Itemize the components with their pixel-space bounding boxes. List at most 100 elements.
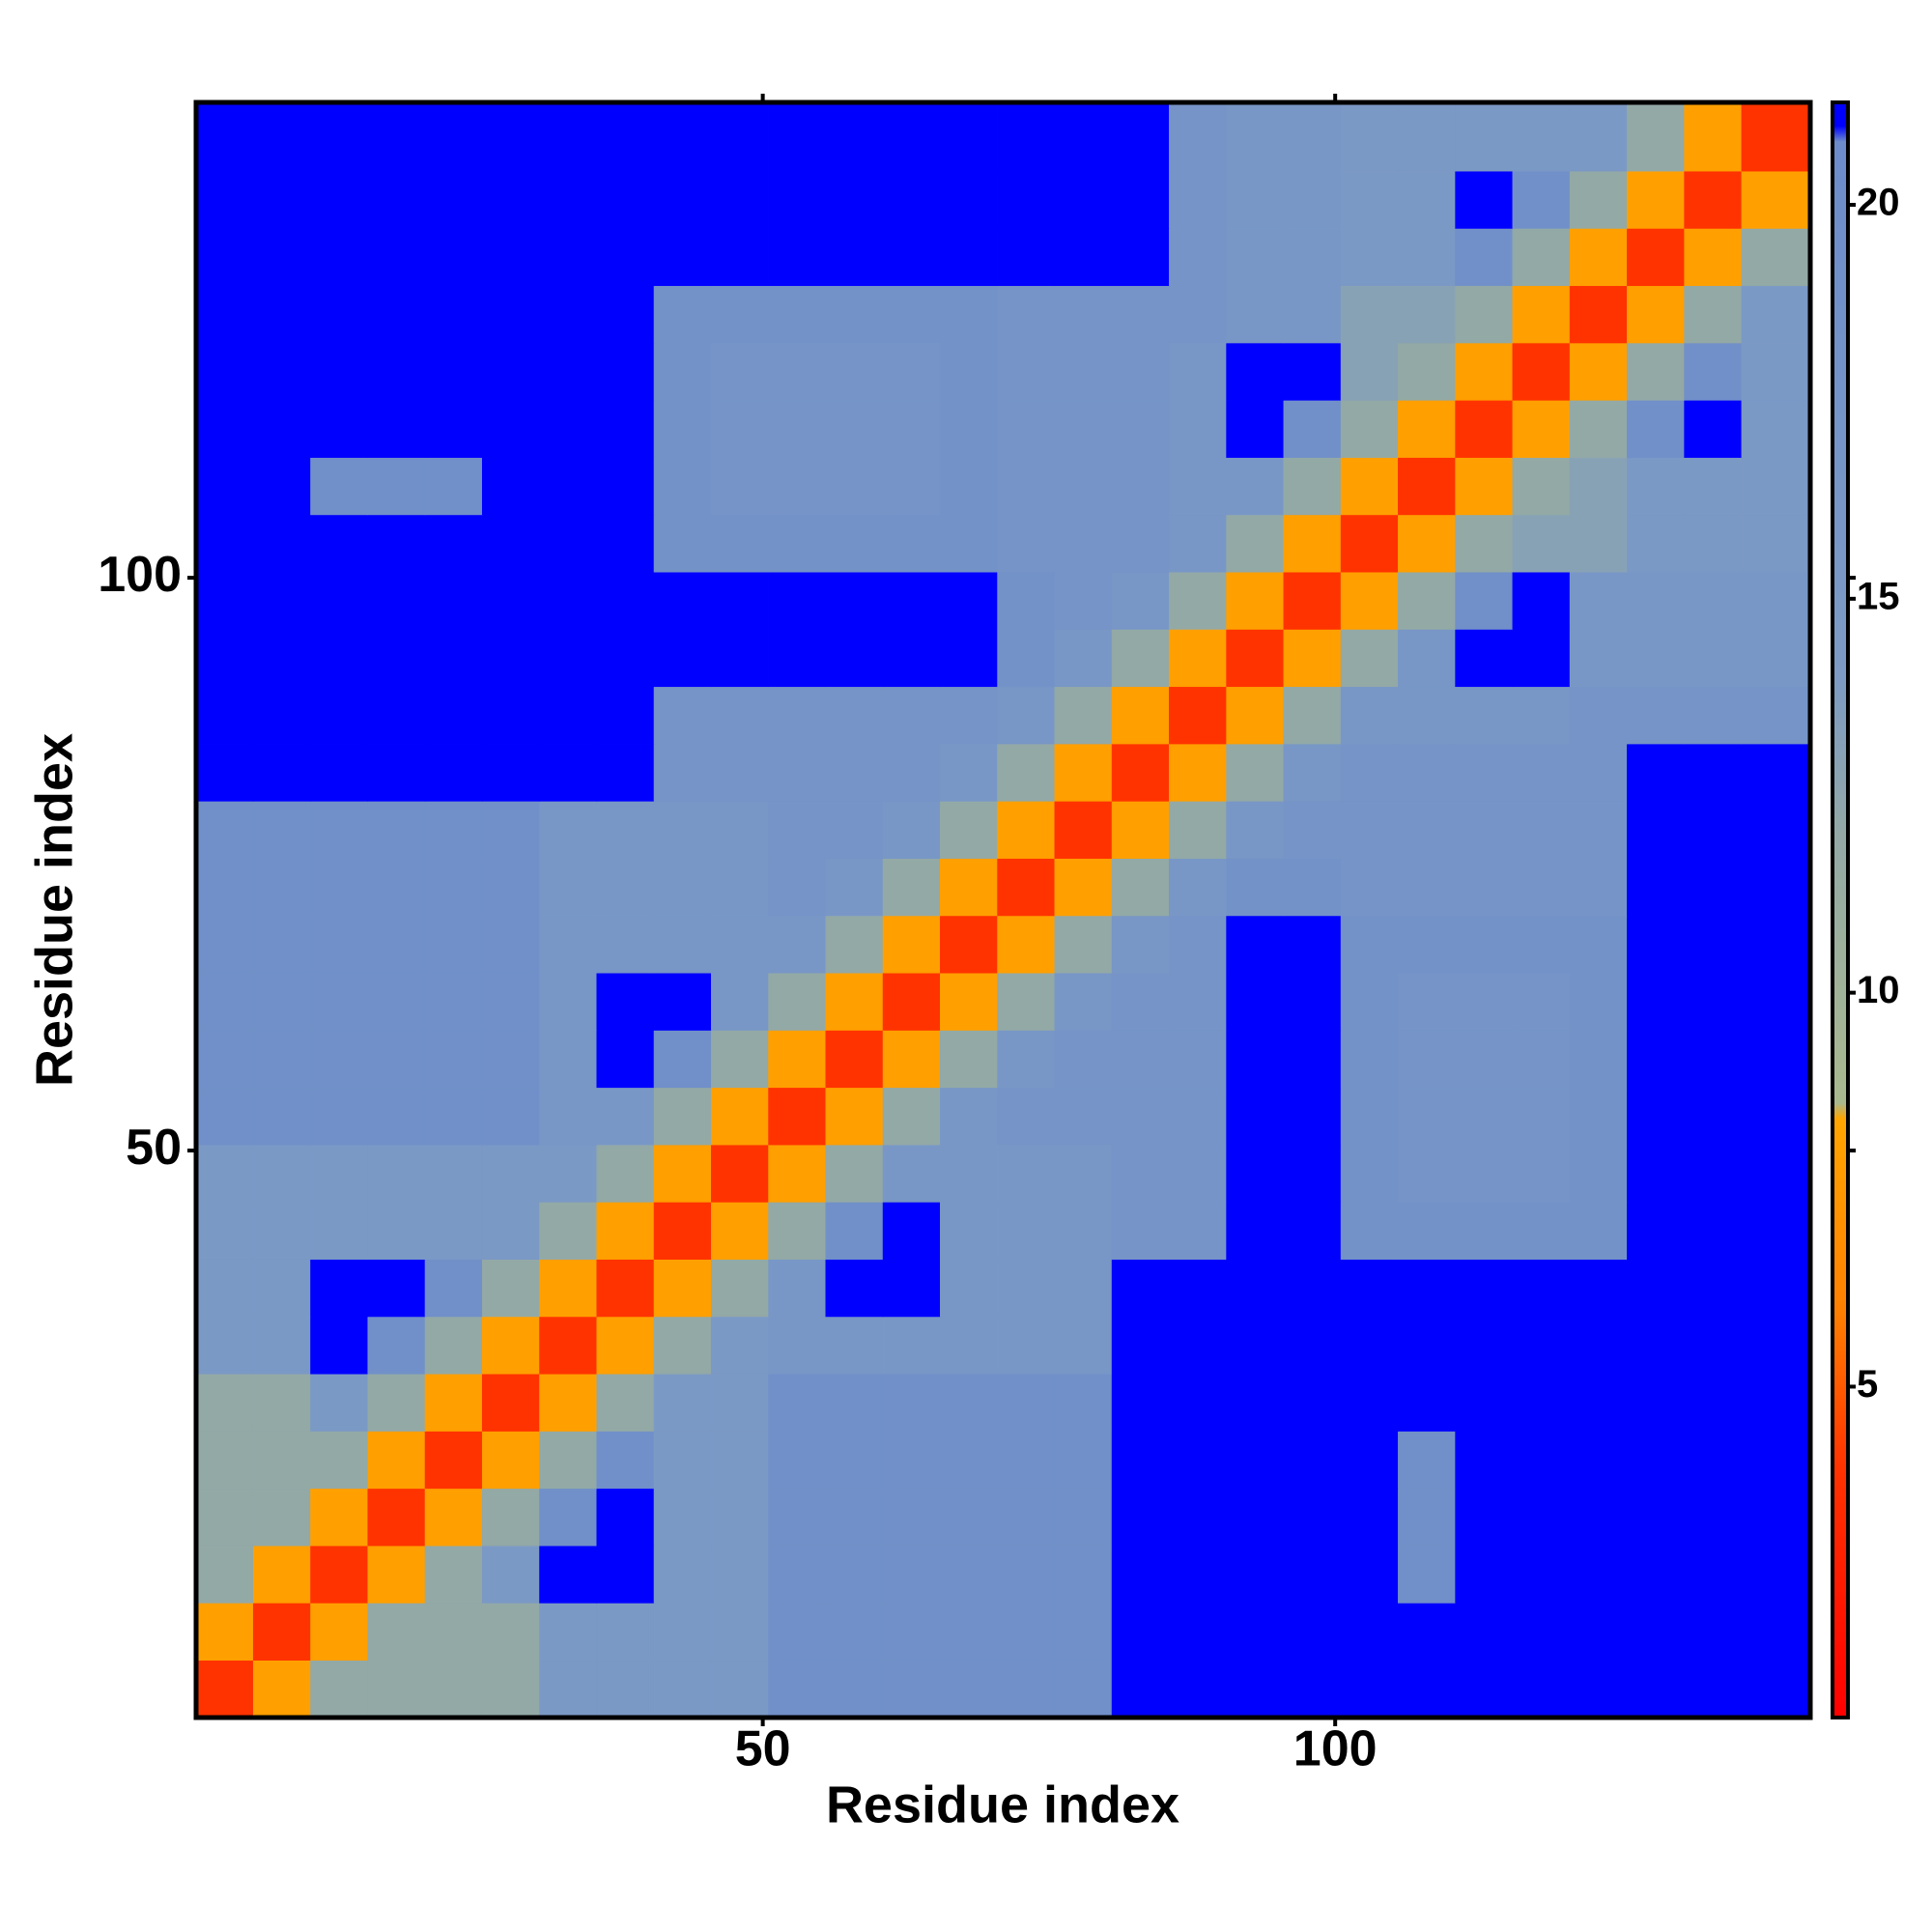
heatmap-cell — [1569, 101, 1628, 172]
heatmap-cell — [1226, 686, 1285, 745]
heatmap-cell — [1226, 972, 1285, 1031]
heatmap-cell — [1398, 228, 1456, 287]
heatmap-cell — [1169, 400, 1227, 458]
heatmap-cell — [1569, 801, 1628, 859]
heatmap-cell — [1741, 285, 1811, 344]
heatmap-cell — [424, 1431, 483, 1490]
heatmap-cell — [539, 342, 598, 401]
heatmap-cell — [310, 686, 369, 745]
heatmap-cell — [1226, 285, 1285, 344]
heatmap-cell — [1111, 801, 1170, 859]
heatmap-cell — [1455, 972, 1514, 1031]
heatmap-cell — [940, 1603, 998, 1662]
heatmap-cell — [825, 629, 884, 688]
heatmap-cell — [1283, 1373, 1342, 1432]
heatmap-cell — [596, 743, 655, 802]
heatmap-cell — [539, 457, 598, 516]
heatmap-cell — [825, 1202, 884, 1260]
heatmap-cell — [424, 915, 483, 974]
heatmap-cell — [481, 571, 540, 630]
heatmap-cell — [653, 342, 712, 401]
heatmap-cell — [710, 342, 769, 401]
heatmap-cell — [481, 228, 540, 287]
heatmap-cell — [768, 342, 827, 401]
heatmap-cell — [252, 1316, 311, 1375]
heatmap-cell — [1684, 1603, 1743, 1662]
heatmap-cell — [1569, 686, 1628, 745]
heatmap-cell — [768, 1202, 827, 1260]
heatmap-cell — [481, 1373, 540, 1432]
heatmap-cell — [882, 101, 941, 172]
heatmap-cell — [1684, 1087, 1743, 1146]
heatmap-cell — [310, 1259, 369, 1318]
heatmap-cell — [1340, 1259, 1399, 1318]
heatmap-cell — [940, 1545, 998, 1604]
heatmap-cell — [310, 743, 369, 802]
heatmap-cell — [1340, 1202, 1399, 1260]
heatmap-cell — [539, 1202, 598, 1260]
heatmap-cell — [310, 1202, 369, 1260]
heatmap-cell — [252, 1488, 311, 1547]
heatmap-cell — [596, 801, 655, 859]
heatmap-cell — [1340, 342, 1399, 401]
heatmap-cell — [1627, 915, 1685, 974]
heatmap-cell — [997, 1144, 1056, 1203]
heatmap-cell — [1111, 1316, 1170, 1375]
heatmap-cell — [653, 1316, 712, 1375]
heatmap-cell — [424, 801, 483, 859]
heatmap-cell — [1398, 1202, 1456, 1260]
heatmap-cell — [1169, 801, 1227, 859]
heatmap-cell — [252, 1545, 311, 1604]
heatmap-cell — [1340, 686, 1399, 745]
heatmap-cell — [653, 1603, 712, 1662]
heatmap-cell — [1512, 915, 1571, 974]
heatmap-cell — [1169, 514, 1227, 573]
heatmap-cell — [882, 1087, 941, 1146]
heatmap-cell — [596, 1488, 655, 1547]
heatmap-cell — [481, 285, 540, 344]
heatmap-cell — [825, 1259, 884, 1318]
heatmap-cell — [1741, 400, 1811, 458]
heatmap-cell — [940, 285, 998, 344]
heatmap-cell — [596, 1373, 655, 1432]
heatmap-cell — [367, 1660, 426, 1719]
heatmap-cell — [596, 1660, 655, 1719]
x-axis-title: Residue index — [826, 1776, 1179, 1833]
heatmap-cell — [424, 285, 483, 344]
heatmap-cell — [1741, 1488, 1811, 1547]
heatmap-cell — [1283, 1603, 1342, 1662]
heatmap-cell — [1455, 571, 1514, 630]
heatmap-cell — [1684, 629, 1743, 688]
heatmap-cell — [1512, 1660, 1571, 1719]
heatmap-cell — [596, 170, 655, 229]
heatmap-cell — [367, 1259, 426, 1318]
heatmap-cell — [653, 858, 712, 917]
heatmap-cell — [481, 801, 540, 859]
heatmap-cell — [1054, 1488, 1113, 1547]
heatmap-cell — [1569, 743, 1628, 802]
heatmap-cell — [310, 285, 369, 344]
heatmap-cell — [367, 1545, 426, 1604]
heatmap-cell — [481, 629, 540, 688]
heatmap-cell — [940, 457, 998, 516]
heatmap-cell — [710, 1144, 769, 1203]
heatmap-cell — [768, 743, 827, 802]
heatmap-cell — [1398, 1603, 1456, 1662]
heatmap-cell — [940, 571, 998, 630]
heatmap-cell — [710, 400, 769, 458]
heatmap-cell — [424, 1259, 483, 1318]
heatmap-cell — [367, 743, 426, 802]
heatmap-cell — [481, 1316, 540, 1375]
heatmap-cell — [1054, 1603, 1113, 1662]
heatmap-cell — [424, 858, 483, 917]
heatmap-cell — [424, 342, 483, 401]
heatmap-cell — [1111, 457, 1170, 516]
heatmap-cell — [1283, 972, 1342, 1031]
heatmap-cell — [424, 743, 483, 802]
heatmap-cell — [539, 1144, 598, 1203]
heatmap-cell — [252, 686, 311, 745]
heatmap-cell — [195, 972, 254, 1031]
heatmap-cell — [1283, 858, 1342, 917]
heatmap-cell — [1111, 743, 1170, 802]
heatmap-cell — [1226, 342, 1285, 401]
